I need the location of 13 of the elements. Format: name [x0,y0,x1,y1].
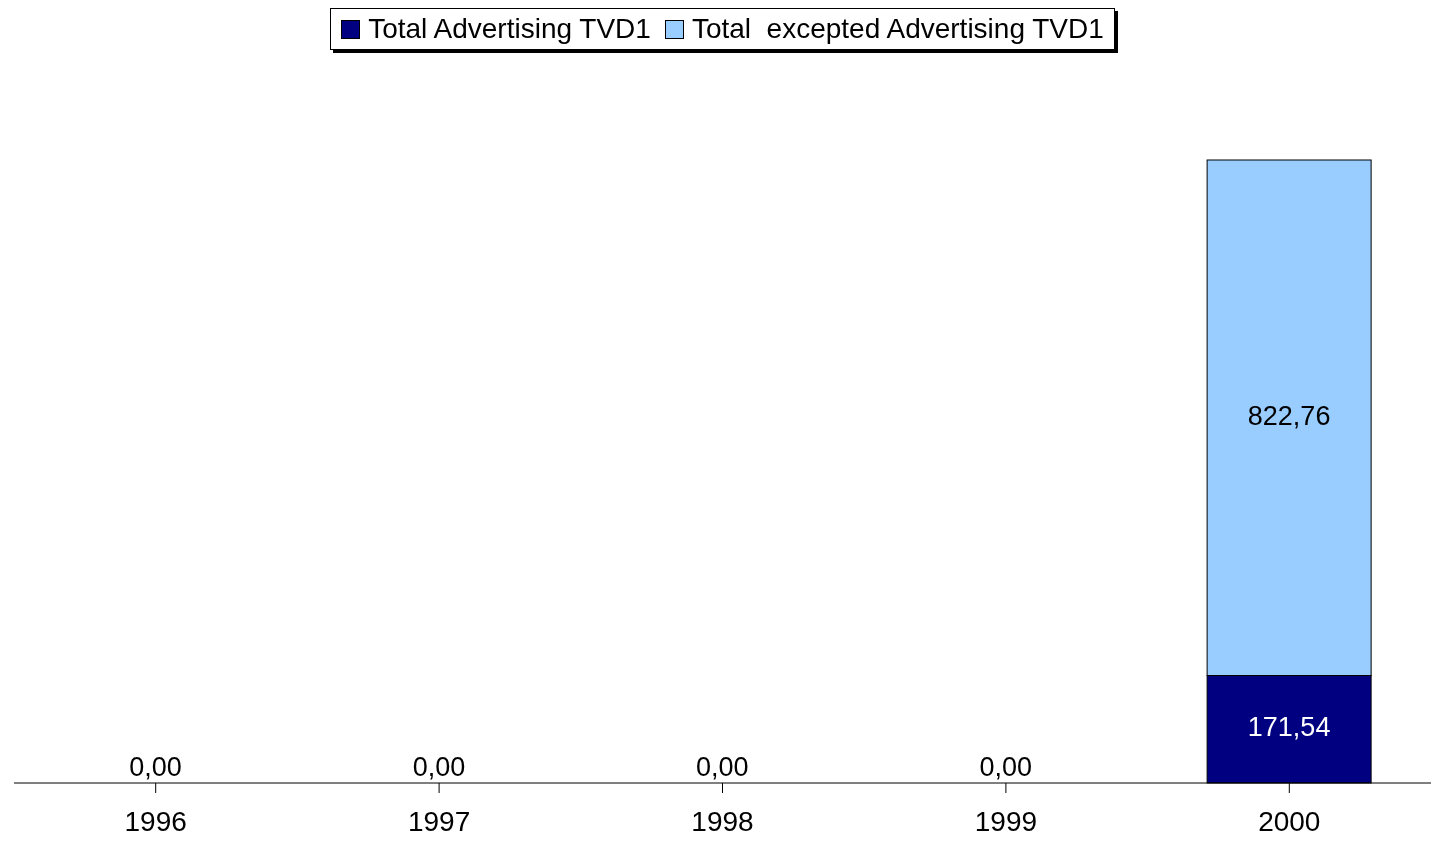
legend-label: Total Advertising TVD1 [368,13,651,45]
data-label: 171,54 [1247,712,1331,743]
x-tick-label: 1999 [974,805,1038,837]
x-tick-label: 1998 [691,805,754,837]
data-label: 0,00 [979,752,1032,783]
x-tick-label: 2000 [1258,805,1321,837]
data-label: 0,00 [412,752,466,783]
x-tick-label: 1996 [124,805,187,837]
data-label: 0,00 [129,752,182,783]
legend-label: Total excepted Advertising TVD1 [691,13,1104,45]
data-label: 822,76 [1247,400,1331,431]
data-label: 0,00 [696,752,749,783]
x-tick-label: 1997 [407,805,471,837]
